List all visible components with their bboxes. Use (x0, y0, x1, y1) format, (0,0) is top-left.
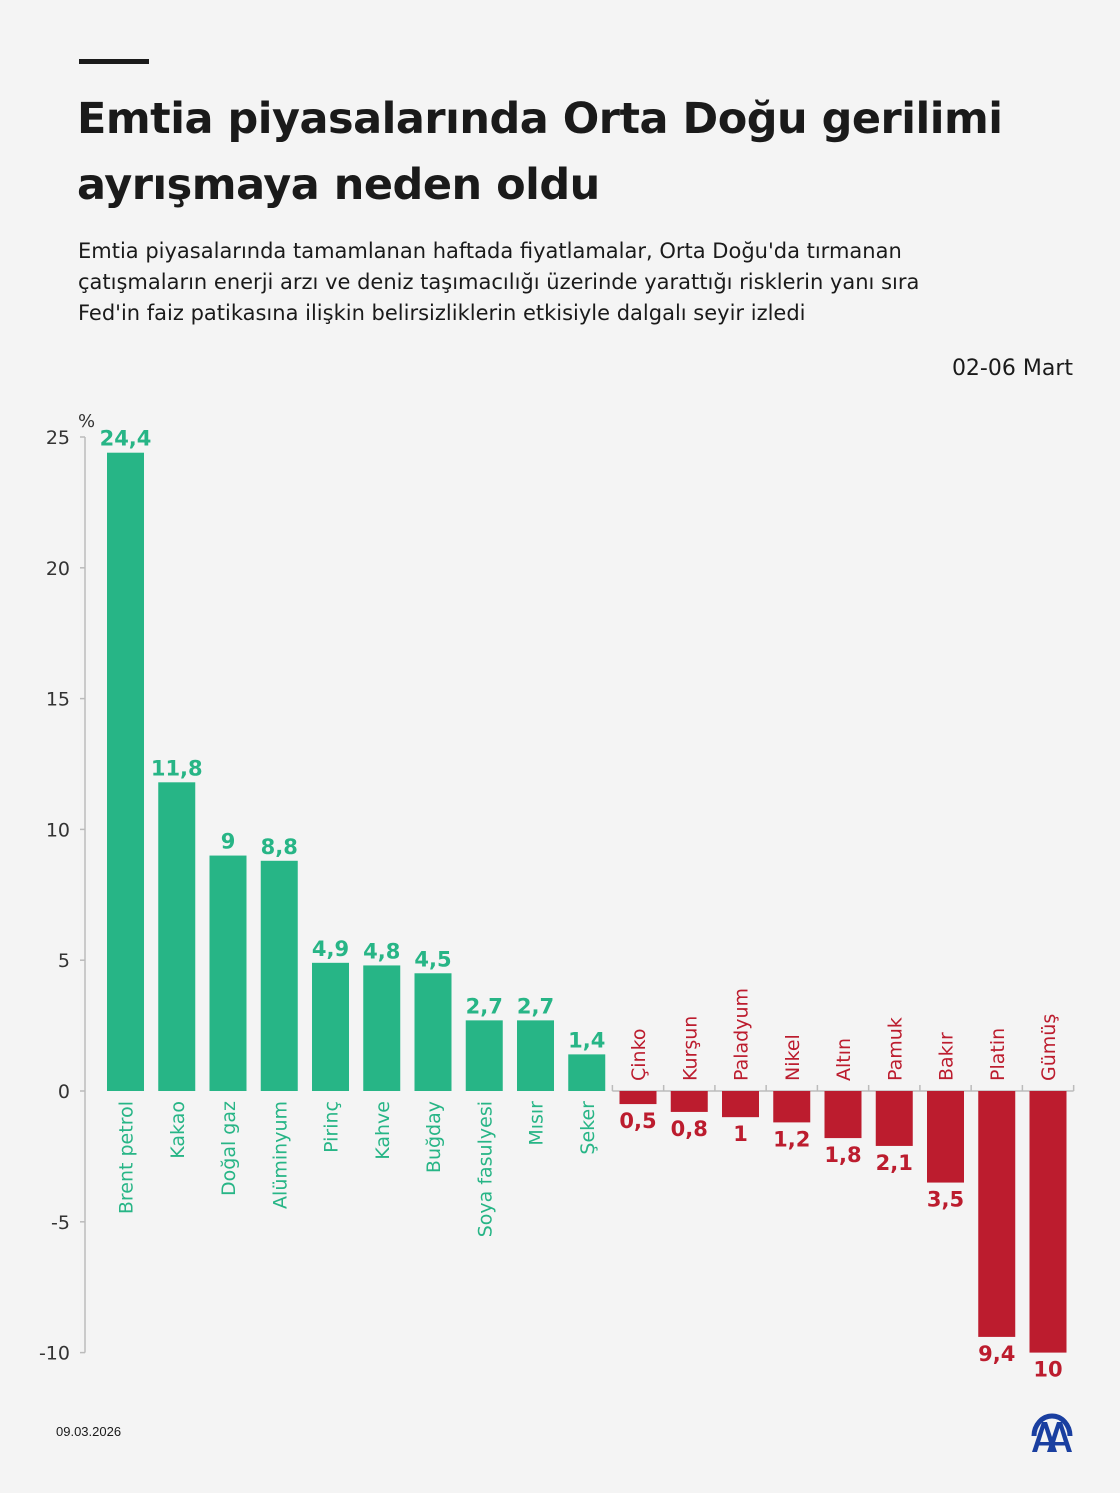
category-label: Pamuk (884, 1017, 906, 1081)
data-label: 2,1 (876, 1151, 913, 1175)
data-label: 4,8 (363, 939, 400, 963)
title-accent-bar (79, 59, 149, 64)
bar-şeker (568, 1054, 606, 1091)
subtitle: Emtia piyasalarında tamamlanan haftada f… (78, 239, 920, 325)
data-label: 11,8 (151, 756, 203, 780)
y-tick-label: 10 (46, 819, 70, 841)
category-label: Buğday (423, 1101, 445, 1173)
category-label: Altın (833, 1038, 855, 1081)
data-label: 10 (1033, 1358, 1062, 1382)
data-label: 1,8 (824, 1143, 861, 1167)
footer-date: 09.03.2026 (56, 1424, 122, 1439)
category-label: Pirinç (321, 1101, 343, 1153)
y-tick-label: 25 (46, 427, 70, 449)
category-label: Doğal gaz (218, 1101, 240, 1196)
bar-alüminyum (260, 860, 298, 1091)
data-label: 2,7 (517, 994, 554, 1018)
category-label: Mısır (526, 1101, 548, 1146)
y-tick-label: -10 (39, 1343, 70, 1365)
category-label: Kakao (167, 1101, 189, 1159)
category-label: Bakır (936, 1032, 958, 1081)
bar-brent-petrol (107, 452, 144, 1091)
category-label: Kahve (372, 1101, 394, 1160)
data-label: 1 (733, 1122, 748, 1146)
bar-platin (978, 1091, 1016, 1337)
bar-kurşun (670, 1091, 708, 1112)
y-tick-label: 20 (46, 558, 70, 580)
category-label: Nikel (782, 1034, 804, 1081)
y-axis-unit: % (78, 411, 95, 432)
y-tick-label: 5 (58, 950, 70, 972)
bar-çinko (619, 1091, 657, 1105)
data-label: 9,4 (978, 1342, 1015, 1366)
y-tick-label: 0 (58, 1081, 70, 1103)
bar-mısır (517, 1020, 554, 1091)
bar-nikel (773, 1091, 811, 1123)
bar-gümüş (1029, 1091, 1067, 1353)
aa-logo (1028, 1406, 1076, 1458)
bar-pamuk (875, 1091, 913, 1146)
page-title: Emtia piyasalarında Orta Doğu gerilimi a… (77, 94, 1003, 210)
data-label: 0,5 (619, 1109, 656, 1133)
data-label: 2,7 (466, 994, 503, 1018)
bar-buğday (414, 973, 452, 1091)
data-label: 9 (221, 830, 236, 854)
data-label: 4,9 (312, 937, 349, 961)
period-label: 02-06 Mart (951, 356, 1073, 381)
bar-pirinç (312, 962, 349, 1091)
data-label: 3,5 (927, 1188, 964, 1212)
category-label: Kurşun (679, 1016, 701, 1081)
data-label: 1,4 (568, 1028, 605, 1052)
y-tick-label: 15 (46, 689, 70, 711)
category-label: Gümüş (1038, 1014, 1060, 1081)
category-label: Alüminyum (269, 1101, 291, 1209)
bar-paladyum (722, 1091, 759, 1118)
y-tick-label: -5 (51, 1212, 70, 1234)
data-label: 8,8 (261, 835, 298, 859)
bar-soya-fasulyesi (465, 1020, 503, 1091)
category-label: Paladyum (731, 988, 753, 1081)
category-label: Çinko (628, 1028, 650, 1081)
category-label: Platin (987, 1028, 1009, 1081)
category-label: Şeker (577, 1101, 599, 1155)
data-label: 0,8 (671, 1117, 708, 1141)
data-label: 1,2 (773, 1127, 810, 1151)
bar-doğal-gaz (209, 855, 247, 1091)
data-label: 24,4 (100, 427, 152, 451)
category-label: Soya fasulyesi (474, 1101, 496, 1237)
data-label: 4,5 (414, 947, 451, 971)
category-label: Brent petrol (116, 1101, 138, 1214)
bar-altın (824, 1091, 862, 1139)
bar-kahve (363, 965, 401, 1091)
bar-bakır (927, 1091, 964, 1183)
bar-kakao (158, 782, 196, 1091)
